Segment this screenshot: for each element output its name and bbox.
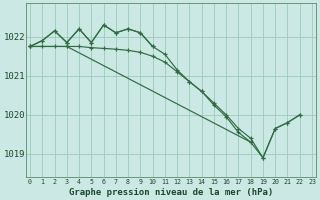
X-axis label: Graphe pression niveau de la mer (hPa): Graphe pression niveau de la mer (hPa) [69, 188, 273, 197]
